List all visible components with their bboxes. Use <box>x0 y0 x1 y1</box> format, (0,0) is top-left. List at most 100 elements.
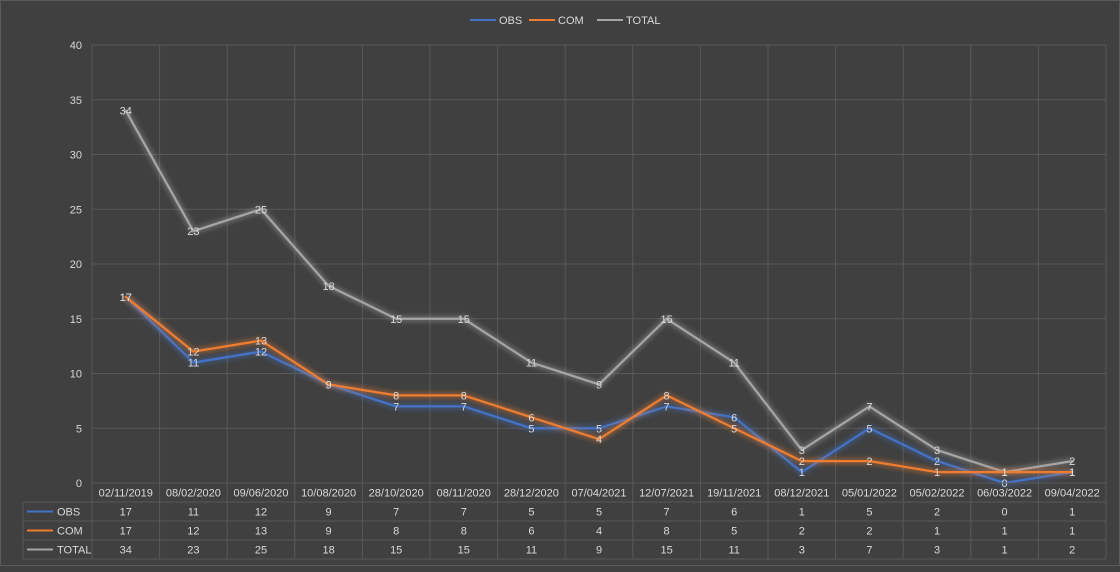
table-series-name: COM <box>57 526 83 538</box>
table-cell: 7 <box>393 507 399 519</box>
data-label-obs: 5 <box>528 423 534 435</box>
y-tick-label: 0 <box>76 478 82 490</box>
x-category-label: 05/01/2022 <box>842 488 897 500</box>
table-cell: 5 <box>866 507 872 519</box>
x-category-label: 10/08/2020 <box>301 488 356 500</box>
table-cell: 7 <box>461 507 467 519</box>
y-tick-label: 30 <box>70 150 82 162</box>
y-tick-label: 25 <box>70 204 82 216</box>
x-category-label: 08/12/2021 <box>774 488 829 500</box>
data-label-com: 9 <box>326 379 332 391</box>
data-label-total: 25 <box>255 204 267 216</box>
data-label-total: 23 <box>187 226 199 238</box>
x-category-label: 12/07/2021 <box>639 488 694 500</box>
table-series-name: OBS <box>57 507 80 519</box>
table-cell: 8 <box>664 526 670 538</box>
table-cell: 15 <box>660 545 672 557</box>
table-cell: 13 <box>255 526 267 538</box>
data-label-obs: 2 <box>934 456 940 468</box>
data-label-com: 1 <box>1069 467 1075 479</box>
table-cell: 7 <box>866 545 872 557</box>
y-tick-label: 10 <box>70 369 82 381</box>
data-label-com: 8 <box>664 390 670 402</box>
table-cell: 5 <box>528 507 534 519</box>
table-cell: 5 <box>731 526 737 538</box>
table-cell: 4 <box>596 526 602 538</box>
x-category-label: 09/04/2022 <box>1045 488 1100 500</box>
table-cell: 23 <box>187 545 199 557</box>
data-label-obs: 1 <box>1069 467 1075 479</box>
data-label-com: 2 <box>799 456 805 468</box>
legend-item-com[interactable]: COM <box>529 15 584 27</box>
table-cell: 15 <box>390 545 402 557</box>
table-cell: 25 <box>255 545 267 557</box>
data-label-total: 3 <box>934 445 940 457</box>
table-cell: 17 <box>120 526 132 538</box>
table-cell: 11 <box>188 507 199 519</box>
table-cell: 11 <box>728 545 739 557</box>
table-cell: 1 <box>1002 526 1008 538</box>
table-cell: 1 <box>1069 526 1075 538</box>
data-label-obs: 7 <box>461 401 467 413</box>
legend[interactable]: OBS COM TOTAL <box>470 15 660 27</box>
table-cell: 12 <box>255 507 267 519</box>
data-label-total: 3 <box>799 445 805 457</box>
data-label-com: 13 <box>255 336 267 348</box>
data-label-total: 15 <box>660 314 672 326</box>
table-cell: 34 <box>120 545 132 557</box>
data-label-obs: 11 <box>188 358 199 370</box>
data-table: 02/11/2019 08/02/2020 09/06/2020 10/08/2020… <box>22 482 1106 560</box>
table-cell: 2 <box>1069 545 1075 557</box>
x-category-label: 28/10/2020 <box>369 488 424 500</box>
data-label-com: 6 <box>528 412 534 424</box>
x-category-label: 05/02/2022 <box>909 488 964 500</box>
table-cell: 9 <box>596 545 602 557</box>
table-cell: 9 <box>326 526 332 538</box>
series-line-total <box>124 109 1074 474</box>
table-cell: 5 <box>596 507 602 519</box>
data-label-obs: 9 <box>326 379 332 391</box>
table-cell: 8 <box>393 526 399 538</box>
legend-label: OBS <box>499 15 522 27</box>
y-tick-label: 15 <box>70 314 82 326</box>
table-cell: 1 <box>934 526 940 538</box>
series-line-com <box>124 295 1074 474</box>
data-label-com: 1 <box>934 467 940 479</box>
data-label-com: 4 <box>596 434 602 446</box>
legend-item-total[interactable]: TOTAL <box>597 15 660 27</box>
data-label-obs: 17 <box>120 292 132 304</box>
data-label-obs: 0 <box>1002 478 1008 490</box>
table-cell: 6 <box>528 526 534 538</box>
x-category-label: 06/03/2022 <box>977 488 1032 500</box>
x-category-label: 02/11/2019 <box>99 488 153 500</box>
data-label-total: 9 <box>596 379 602 391</box>
data-label-total: 7 <box>866 401 872 413</box>
plot-grid <box>91 44 1107 559</box>
table-cell: 8 <box>461 526 467 538</box>
data-label-total: 1 <box>1002 467 1008 479</box>
data-label-obs: 7 <box>393 401 399 413</box>
x-category-label: 08/02/2020 <box>166 488 221 500</box>
table-series-name: TOTAL <box>57 545 91 557</box>
series-lines <box>122 108 1074 487</box>
data-label-obs: 5 <box>596 423 602 435</box>
legend-label: COM <box>558 15 584 27</box>
table-cell: 2 <box>866 526 872 538</box>
data-label-obs: 7 <box>664 401 670 413</box>
x-category-label: 07/04/2021 <box>571 488 626 500</box>
table-cell: 15 <box>458 545 470 557</box>
data-label-com: 17 <box>120 292 132 304</box>
data-label-com: 8 <box>461 390 467 402</box>
table-cell: 6 <box>731 507 737 519</box>
table-cell: 11 <box>526 545 537 557</box>
table-cell: 3 <box>799 545 805 557</box>
data-label-obs: 6 <box>731 412 737 424</box>
table-cell: 0 <box>1002 507 1008 519</box>
data-label-total: 2 <box>1069 456 1075 468</box>
data-label-com: 5 <box>731 423 737 435</box>
legend-item-obs[interactable]: OBS <box>470 15 522 27</box>
table-cell: 17 <box>120 507 132 519</box>
table-cell: 1 <box>799 507 805 519</box>
